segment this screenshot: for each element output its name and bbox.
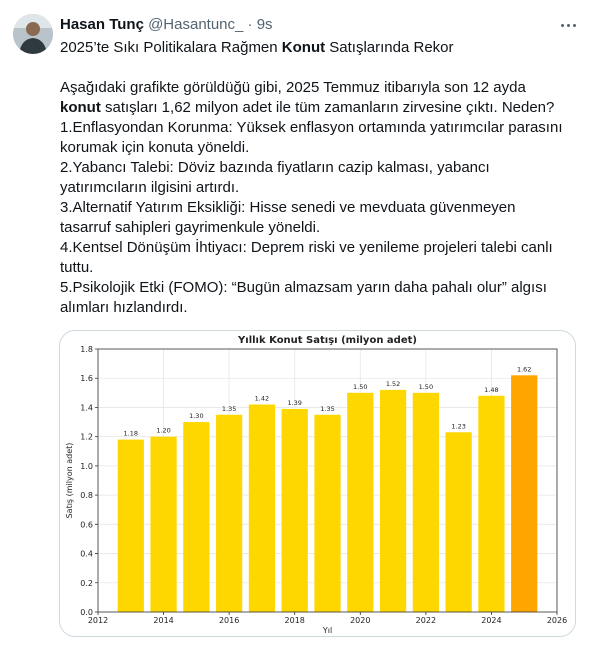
text-segment: 2.Yabancı Talebi: Döviz bazında fiyatlar… [60,159,490,176]
y-tick-label: 1.2 [80,433,93,442]
more-options-icon[interactable] [558,17,578,33]
tweet-line: 2025’te Sıkı Politikalara Rağmen Konut S… [60,38,580,58]
y-tick-label: 0.8 [80,491,93,500]
separator-dot: · [247,16,253,33]
tweet-line: tasarruf sahipleri gayrimenkule yöneldi. [60,218,580,238]
bar [248,404,276,612]
text-segment: 1.Enflasyondan Korunma: Yüksek enflasyon… [60,119,563,136]
bar [281,408,308,612]
text-segment: 2025’te Sıkı Politikalara Rağmen [60,39,282,56]
tweet-line: 3.Alternatif Yatırım Eksikliği: Hisse se… [60,198,580,218]
text-segment: Satışlarında Rekor [325,39,454,56]
chart-image[interactable]: Yıllık Konut Satışı (milyon adet) 0.0 0.2 0… [59,330,576,637]
blank-line [60,58,580,78]
y-tick-label: 0.4 [80,550,93,559]
bar-chart: Yıllık Konut Satışı (milyon adet) 0.0 0.2 0… [65,335,567,635]
data-label: 1.18 [124,430,138,438]
y-tick-label: 1.6 [80,374,93,383]
x-tick-label: 2022 [416,616,436,625]
tweet-line: 2.Yabancı Talebi: Döviz bazında fiyatlar… [60,158,580,178]
y-tick-label: 0.6 [80,520,93,529]
avatar[interactable] [13,14,53,54]
bar [412,392,439,612]
bold-keyword: Konut [281,39,326,56]
y-tick-label: 0.2 [80,579,93,588]
author-name[interactable]: Hasan Tunç [60,16,144,33]
data-label: 1.39 [287,399,301,407]
text-segment: tasarruf sahipleri gayrimenkule yöneldi. [60,219,321,236]
tweet-line: yatırımcıların ilgisini artırdı. [60,178,580,198]
text-segment: 3.Alternatif Yatırım Eksikliği: Hisse se… [60,199,516,216]
text-segment: Aşağıdaki grafikte görüldüğü gibi, 2025 … [60,79,526,96]
x-tick-label: 2014 [153,616,173,625]
bar [478,395,505,612]
x-tick-label: 2018 [285,616,305,625]
y-tick-label: 1.0 [80,462,93,471]
bold-keyword: konut [60,99,101,116]
data-label: 1.50 [353,383,367,391]
tweet-line: Aşağıdaki grafikte görüldüğü gibi, 2025 … [60,78,580,98]
bar [183,422,210,612]
x-axis-label: Yıl [322,626,332,635]
tweet-line: korumak için konuta yöneldi. [60,138,580,158]
data-label: 1.52 [386,380,400,388]
data-label: 1.35 [222,405,236,413]
timestamp[interactable]: 9s [256,16,273,33]
bar [445,432,472,612]
author-handle[interactable]: @Hasantunc_ [148,16,244,33]
x-tick-label: 2024 [481,616,501,625]
tweet-text: 2025’te Sıkı Politikalara Rağmen Konut S… [60,38,580,318]
data-label: 1.62 [517,365,531,373]
text-segment: 5.Psikolojik Etki (FOMO): “Bugün almazsa… [60,279,547,296]
x-tick-label: 2020 [350,616,370,625]
y-tick-label: 1.4 [80,403,93,412]
avatar-photo [13,14,53,54]
x-tick-label: 2026 [547,616,567,625]
data-label: 1.48 [484,386,498,394]
bar [379,389,407,612]
tweet-line: konut satışları 1,62 milyon adet ile tüm… [60,98,580,118]
tweet-line: 5.Psikolojik Etki (FOMO): “Bugün almazsa… [60,278,580,298]
plot-frame [97,348,558,613]
tweet-line: 4.Kentsel Dönüşüm İhtiyacı: Deprem riski… [60,238,580,258]
text-segment: korumak için konuta yöneldi. [60,139,250,156]
y-tick-label: 0.0 [80,608,93,617]
data-label: 1.42 [255,395,269,403]
y-axis-label: Satış (milyon adet) [65,443,74,519]
data-label: 1.30 [189,412,203,420]
tweet-line: 1.Enflasyondan Korunma: Yüksek enflasyon… [60,118,580,138]
text-segment: tuttu. [60,259,94,276]
text-segment: alımları hızlandırdı. [60,299,188,316]
highlight-bar [511,375,538,612]
text-segment: satışları 1,62 milyon adet ile tüm zaman… [100,99,555,116]
data-label: 1.35 [320,405,334,413]
chart-title: Yıllık Konut Satışı (milyon adet) [237,335,417,346]
data-label: 1.20 [156,427,170,435]
data-label: 1.50 [419,383,433,391]
text-segment: yatırımcıların ilgisini artırdı. [60,179,240,196]
bar [216,414,243,612]
bar [347,392,374,612]
y-tick-label: 1.8 [80,345,93,354]
bar [117,439,144,612]
tweet-header: Hasan Tunç @Hasantunc_ · 9s [60,15,552,35]
bar [314,414,341,612]
x-tick-label: 2016 [219,616,239,625]
x-tick-label: 2012 [88,616,108,625]
bar [150,436,177,612]
data-label: 1.23 [451,422,465,430]
tweet-line: tuttu. [60,258,580,278]
tweet-line: alımları hızlandırdı. [60,298,580,318]
text-segment: 4.Kentsel Dönüşüm İhtiyacı: Deprem riski… [60,239,553,256]
